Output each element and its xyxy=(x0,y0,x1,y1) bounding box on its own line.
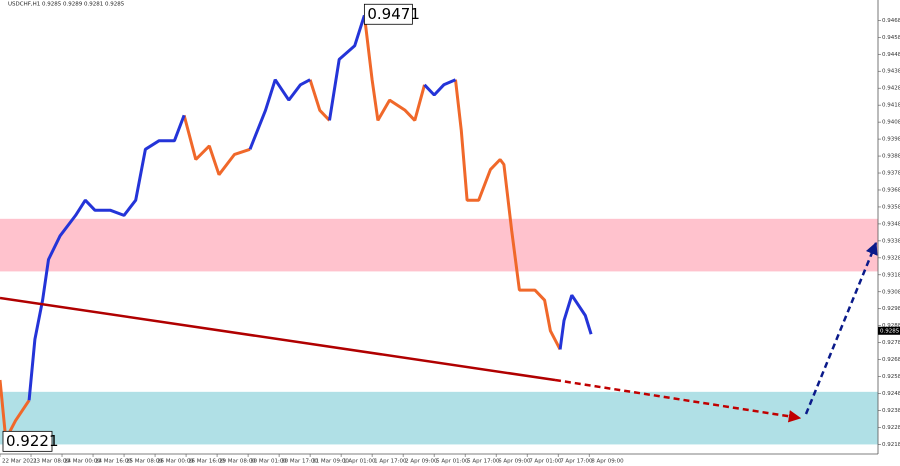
x-tick-label: 1 Apr 17:00 xyxy=(374,459,407,465)
trend-line xyxy=(0,296,556,382)
x-tick-label: 7 Apr 17:00 xyxy=(560,459,593,465)
y-tick-label: 0.9288 xyxy=(882,323,900,329)
y-tick-label: 0.9378 xyxy=(882,171,900,177)
x-tick-label: 23 Mar 08:00 xyxy=(33,459,70,465)
price-line xyxy=(27,14,593,401)
forecast-arrow xyxy=(804,241,878,415)
price-line xyxy=(0,15,562,440)
low-box xyxy=(2,430,53,452)
y-tick-label: 0.9248 xyxy=(882,391,900,397)
y-tick-label: 0.9428 xyxy=(882,86,900,92)
zone xyxy=(0,218,878,272)
x-tick-label: 1 Apr 01:00 xyxy=(343,459,376,465)
y-tick-label: 0.9228 xyxy=(882,425,900,431)
y-tick-label: 0.9388 xyxy=(882,154,900,160)
x-tick-label: 24 Mar 00:00 xyxy=(64,459,101,465)
y-tick-label: 0.9408 xyxy=(882,120,900,126)
zone xyxy=(0,391,878,445)
last-price-label: 0.9285 xyxy=(880,328,900,334)
x-tick-label: 31 Mar 09:00 xyxy=(312,459,349,465)
forecast-arrow xyxy=(554,378,802,423)
y-tick-label: 0.9268 xyxy=(882,357,900,363)
y-tick-label: 0.9368 xyxy=(882,187,900,193)
chart-title: USDCHF,H1 0.9285 0.9289 0.9281 0.9285 xyxy=(8,2,125,8)
last-price-box xyxy=(878,326,900,335)
x-tick-label: 5 Apr 17:00 xyxy=(467,459,500,465)
x-tick-label: 22 Mar 2021 xyxy=(2,459,37,465)
y-tick-label: 0.9328 xyxy=(882,255,900,261)
y-tick-label: 0.9308 xyxy=(882,289,900,295)
y-tick-label: 0.9398 xyxy=(882,137,900,143)
y-tick-label: 0.9338 xyxy=(882,238,900,244)
x-tick-label: 7 Apr 01:00 xyxy=(529,459,562,465)
y-tick-label: 0.9468 xyxy=(882,18,900,24)
x-tick-label: 6 Apr 09:00 xyxy=(498,459,531,465)
y-tick-label: 0.9318 xyxy=(882,272,900,278)
x-tick-label: 26 Mar 00:00 xyxy=(157,459,194,465)
y-tick-label: 0.9358 xyxy=(882,204,900,210)
x-tick-label: 5 Apr 01:00 xyxy=(436,459,469,465)
y-tick-label: 0.9348 xyxy=(882,221,900,227)
y-tick-label: 0.9418 xyxy=(882,103,900,109)
y-tick-label: 0.9278 xyxy=(882,340,900,346)
y-tick-label: 0.9258 xyxy=(882,374,900,380)
low-label: 0.9221 xyxy=(6,432,59,450)
y-tick-label: 0.9218 xyxy=(882,442,900,448)
x-tick-label: 2 Apr 09:00 xyxy=(405,459,438,465)
x-tick-label: 30 Mar 17:00 xyxy=(281,459,318,465)
x-tick-label: 29 Mar 08:00 xyxy=(219,459,256,465)
x-tick-label: 8 Apr 09:00 xyxy=(591,459,624,465)
y-tick-label: 0.9438 xyxy=(882,69,900,75)
x-tick-label: 30 Mar 01:00 xyxy=(250,459,287,465)
y-tick-label: 0.9458 xyxy=(882,35,900,41)
x-tick-label: 24 Mar 16:00 xyxy=(95,459,132,465)
y-tick-label: 0.9298 xyxy=(882,306,900,312)
x-tick-label: 25 Mar 08:00 xyxy=(126,459,163,465)
y-tick-label: 0.9238 xyxy=(882,408,900,414)
x-tick-label: 26 Mar 16:00 xyxy=(188,459,225,465)
high-label: 0.9471 xyxy=(367,5,420,23)
y-tick-label: 0.9448 xyxy=(882,52,900,58)
high-box xyxy=(363,3,413,25)
